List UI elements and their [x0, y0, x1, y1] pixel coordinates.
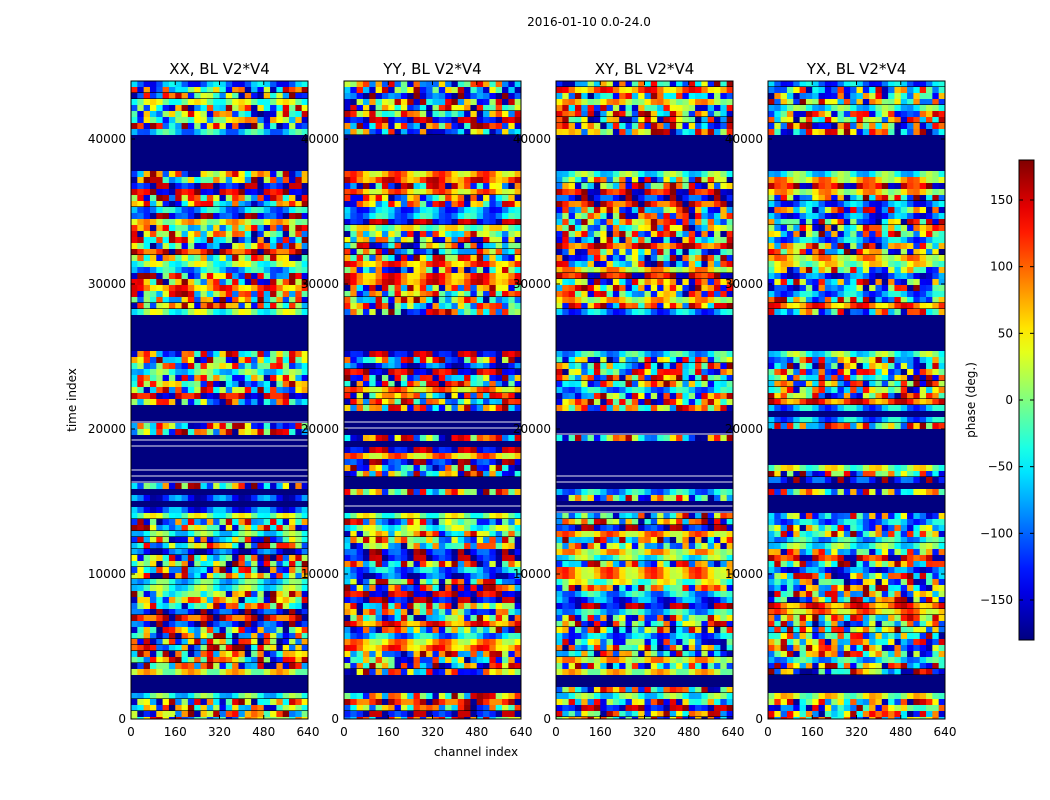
- x-tick-label: 0: [764, 725, 772, 739]
- y-tick-label: 0: [118, 712, 126, 726]
- heatmap-image: [131, 81, 308, 719]
- x-tick-label: 320: [421, 725, 444, 739]
- y-tick-label: 30000: [301, 277, 339, 291]
- heatmap-image: [768, 81, 945, 719]
- y-tick-label: 20000: [725, 422, 763, 436]
- x-tick-label: 0: [127, 725, 135, 739]
- y-tick-label: 30000: [88, 277, 126, 291]
- colorbar-tick-label: 150: [990, 193, 1013, 207]
- panel: YX, BL V2*V4 0 160 320 480 640 0 10000 20000 3000…: [725, 60, 957, 739]
- y-tick-label: 0: [331, 712, 339, 726]
- y-tick-label: 10000: [301, 567, 339, 581]
- x-tick-label: 160: [377, 725, 400, 739]
- panel-title: YX, BL V2*V4: [806, 60, 907, 78]
- colorbar-label: phase (deg.): [964, 362, 978, 438]
- x-tick-label: 480: [889, 725, 912, 739]
- y-tick-label: 20000: [513, 422, 551, 436]
- y-tick-label: 40000: [725, 132, 763, 146]
- colorbar-tick-label: −100: [980, 526, 1013, 540]
- x-tick-label: 480: [252, 725, 275, 739]
- x-tick-label: 640: [297, 725, 320, 739]
- x-tick-label: 480: [677, 725, 700, 739]
- y-tick-label: 0: [543, 712, 551, 726]
- colorbar-tick-label: −50: [988, 460, 1013, 474]
- x-tick-label: 160: [164, 725, 187, 739]
- colorbar-tick-label: 0: [1005, 393, 1013, 407]
- heatmap-image: [344, 81, 521, 719]
- x-tick-label: 640: [934, 725, 957, 739]
- panel-title: XY, BL V2*V4: [595, 60, 695, 78]
- colorbar-tick-label: −150: [980, 593, 1013, 607]
- y-tick-label: 30000: [725, 277, 763, 291]
- panels-group: XX, BL V2*V4 0 160 320 480 640 0 10000 20000 3000…: [88, 60, 957, 739]
- panel: XY, BL V2*V4 0 160 320 480 640 0 10000 20000 3000…: [513, 60, 745, 739]
- heatmap-image: [556, 81, 733, 719]
- y-axis-label: time index: [65, 368, 79, 432]
- x-tick-label: 320: [845, 725, 868, 739]
- x-tick-label: 320: [208, 725, 231, 739]
- x-tick-label: 480: [465, 725, 488, 739]
- x-tick-label: 0: [552, 725, 560, 739]
- y-tick-label: 40000: [513, 132, 551, 146]
- x-tick-label: 160: [589, 725, 612, 739]
- y-tick-label: 10000: [88, 567, 126, 581]
- y-tick-label: 10000: [725, 567, 763, 581]
- figure-title: 2016-01-10 0.0-24.0: [527, 15, 651, 29]
- y-tick-label: 10000: [513, 567, 551, 581]
- x-tick-label: 0: [340, 725, 348, 739]
- x-tick-label: 640: [510, 725, 533, 739]
- x-tick-label: 640: [722, 725, 745, 739]
- panel-title: YY, BL V2*V4: [382, 60, 481, 78]
- y-tick-label: 40000: [301, 132, 339, 146]
- colorbar: 150 100 50 0 −50 −100 −150: [980, 159, 1035, 641]
- y-tick-label: 20000: [301, 422, 339, 436]
- y-tick-label: 40000: [88, 132, 126, 146]
- x-tick-label: 160: [801, 725, 824, 739]
- x-axis-label: channel index: [434, 745, 518, 759]
- colorbar-tick-label: 100: [990, 260, 1013, 274]
- y-tick-label: 20000: [88, 422, 126, 436]
- y-tick-label: 30000: [513, 277, 551, 291]
- x-tick-label: 320: [633, 725, 656, 739]
- panel: XX, BL V2*V4 0 160 320 480 640 0 10000 20000 3000…: [88, 60, 320, 739]
- y-tick-label: 0: [755, 712, 763, 726]
- colorbar-tick-label: 50: [998, 326, 1013, 340]
- panel-title: XX, BL V2*V4: [169, 60, 270, 78]
- panel: YY, BL V2*V4 0 160 320 480 640 0 10000 20000 3000…: [301, 60, 533, 739]
